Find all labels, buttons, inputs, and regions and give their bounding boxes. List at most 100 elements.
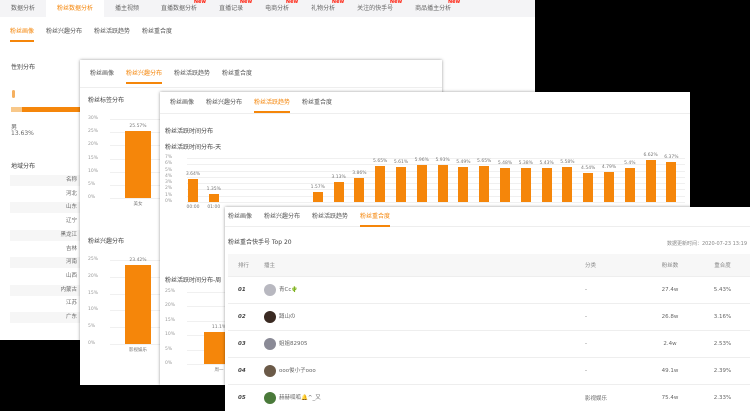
- y-tick: 5%: [165, 167, 173, 173]
- table-row[interactable]: 02 蹲山の - 26.8w 3.16%: [228, 303, 750, 331]
- tab-fan-activity[interactable]: 粉丝活跃趋势: [312, 212, 349, 220]
- avatar: [264, 283, 276, 296]
- data-label: 6.37%: [664, 154, 679, 160]
- table-row[interactable]: 01 青Cc🌵 - 27.4w 5.43%: [228, 276, 750, 304]
- rank: 03: [228, 330, 264, 358]
- tab-fan-interest[interactable]: 粉丝兴趣分布: [206, 98, 243, 106]
- table-row[interactable]: 04 ooo俊小子ooo - 49.1w 2.39%: [228, 357, 750, 385]
- y-tick: 3%: [165, 180, 173, 186]
- bar: [604, 171, 614, 202]
- y-tick: 4%: [165, 173, 173, 179]
- tab-fan-activity[interactable]: 粉丝活跃趋势: [254, 93, 291, 113]
- y-tick: 25%: [88, 129, 99, 135]
- nav-tab[interactable]: 数据分析: [0, 0, 46, 17]
- bar: [541, 167, 552, 202]
- table-row[interactable]: 03 姐姐82905 - 2.4w 2.53%: [228, 330, 750, 358]
- data-label: 3.13%: [331, 175, 346, 181]
- account-name[interactable]: 蹲山の: [279, 314, 296, 320]
- tab-fan-overlap[interactable]: 粉丝重合度: [360, 207, 391, 227]
- tab-fan-interest[interactable]: 粉丝兴趣分布: [126, 64, 163, 84]
- overlap: 2.53%: [695, 330, 750, 358]
- tab-fan-interest[interactable]: 粉丝兴趣分布: [264, 212, 301, 220]
- account-name[interactable]: ooo俊小子ooo: [279, 368, 316, 374]
- category: -: [585, 276, 645, 304]
- table-row[interactable]: 05 赫赫呱呱🔔^_又 影视娱乐 75.4w 2.33%: [228, 384, 750, 411]
- tab-fan-activity[interactable]: 粉丝活跃趋势: [174, 69, 211, 77]
- y-tick: 0%: [88, 341, 96, 346]
- y-tick: 6%: [165, 161, 173, 167]
- panel-fan-overlap: 粉丝画像 粉丝兴趣分布 粉丝活跃趋势 粉丝重合度 粉丝重合快手号 Top 20 …: [225, 207, 750, 411]
- sub-tabs: 粉丝画像 粉丝兴趣分布 粉丝活跃趋势 粉丝重合度: [80, 60, 442, 88]
- region-row: 广东: [10, 312, 80, 323]
- overlap-title: 粉丝重合快手号 Top 20: [228, 239, 292, 246]
- nav-tab[interactable]: 关注的快手号 New: [346, 0, 404, 17]
- bar: [437, 164, 448, 202]
- col-fans: 粉丝数: [645, 254, 695, 277]
- gridline: [187, 195, 685, 197]
- update-time: 数据更新时间：2020-07-23 13:19: [666, 241, 747, 247]
- tab-fan-profile[interactable]: 粉丝画像: [10, 22, 35, 42]
- data-label: 23.42%: [129, 258, 147, 264]
- x-tick: 01:00: [207, 205, 221, 210]
- region-row: 吉林: [65, 245, 77, 252]
- fans: 2.4w: [645, 330, 695, 358]
- tab-fan-overlap[interactable]: 粉丝重合度: [302, 98, 333, 106]
- nav-tab[interactable]: 粉丝数据分析: [46, 0, 105, 17]
- y-tick: 7%: [165, 155, 173, 160]
- overlap: 2.39%: [695, 357, 750, 385]
- y-tick: 1%: [165, 192, 173, 198]
- data-label: 5.96%: [414, 157, 429, 163]
- y-tick: 20%: [88, 142, 99, 148]
- col-category: 分类: [585, 254, 645, 277]
- chart-title: 粉丝兴趣分布: [88, 238, 125, 245]
- nav-tab[interactable]: 直播记录 New: [208, 0, 254, 17]
- x-tick: 00:00: [186, 205, 200, 210]
- tab-fan-profile[interactable]: 粉丝画像: [228, 212, 253, 220]
- category: -: [585, 303, 645, 331]
- tab-fan-overlap[interactable]: 粉丝重合度: [142, 28, 173, 35]
- bar: [312, 192, 323, 202]
- sub-tabs: 粉丝画像 粉丝兴趣分布 粉丝活跃趋势 粉丝重合度: [160, 92, 690, 114]
- y-tick: 20%: [88, 273, 99, 279]
- data-label: 11.1%: [211, 325, 227, 331]
- gridline: [187, 189, 685, 191]
- nav-tab-label: 关注的快手号: [357, 5, 394, 12]
- data-label: 5.48%: [497, 160, 513, 166]
- tab-fan-profile[interactable]: 粉丝画像: [90, 69, 115, 77]
- overlap-table: 排行 播主 分类 粉丝数 重合度 01 青Cc🌵 - 27.4w 5.43% 02…: [228, 254, 750, 411]
- gridline: [187, 183, 685, 185]
- nav-tab[interactable]: 礼物分析 New: [300, 0, 346, 17]
- account-name[interactable]: 姐姐82905: [279, 341, 308, 347]
- nav-tab[interactable]: 电商分析 New: [254, 0, 300, 17]
- data-label: 25.57%: [129, 123, 147, 129]
- tab-fan-interest[interactable]: 粉丝兴趣分布: [46, 28, 83, 35]
- bar: [479, 166, 490, 202]
- bar: [125, 265, 151, 344]
- col-account: 播主: [264, 254, 585, 277]
- category: -: [585, 357, 645, 385]
- gender-value: 13.63%: [11, 130, 34, 137]
- section-title: 粉丝活跃时间分布: [165, 128, 214, 135]
- tab-fan-profile[interactable]: 粉丝画像: [170, 98, 195, 106]
- bar: [125, 130, 151, 198]
- bar: [500, 167, 510, 202]
- data-label: 3.64%: [185, 172, 201, 178]
- nav-tab-label: 播主视频: [115, 5, 140, 12]
- nav-tab[interactable]: 直播数据分析 New: [150, 0, 208, 17]
- gender-bar: [11, 107, 91, 112]
- y-tick: 5%: [88, 181, 96, 187]
- account-name[interactable]: 青Cc🌵: [279, 287, 299, 293]
- nav-tab-label: 商品播主分析: [415, 5, 452, 12]
- bar: [396, 166, 406, 202]
- tab-fan-activity[interactable]: 粉丝活跃趋势: [94, 28, 131, 35]
- new-badge: New: [239, 0, 253, 5]
- bar: [354, 177, 365, 202]
- region-row: 内蒙古: [10, 284, 80, 296]
- nav-tab[interactable]: 播主视频: [104, 0, 150, 17]
- y-tick: 25%: [88, 257, 99, 262]
- y-tick: 0%: [165, 361, 173, 366]
- tab-fan-overlap[interactable]: 粉丝重合度: [222, 69, 253, 77]
- bar: [583, 173, 594, 202]
- account-name[interactable]: 赫赫呱呱🔔^_又: [279, 395, 321, 401]
- nav-tab[interactable]: 商品播主分析 New: [404, 0, 462, 17]
